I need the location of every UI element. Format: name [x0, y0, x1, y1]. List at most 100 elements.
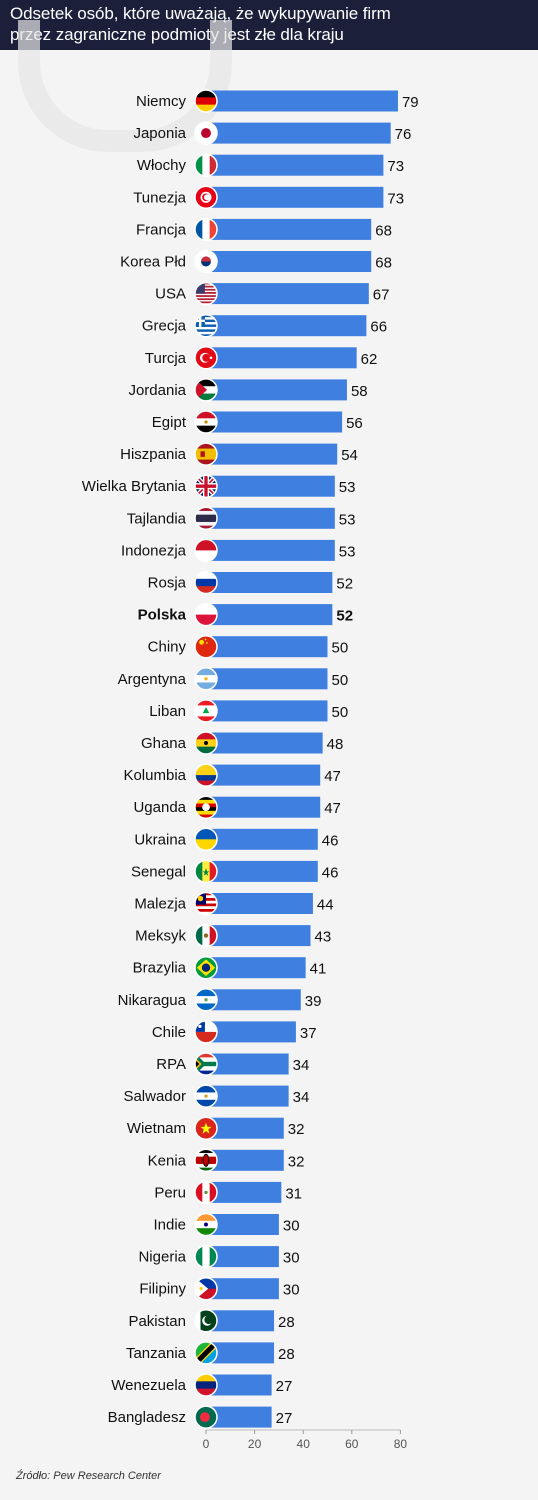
bar [206, 379, 347, 401]
bar [206, 122, 391, 144]
venezuela-flag-icon [195, 1374, 217, 1396]
flag-border [194, 1116, 218, 1140]
category-label: Indonezja [121, 542, 187, 559]
bar [206, 860, 318, 882]
egypt-flag-icon [195, 411, 217, 433]
bar [206, 443, 338, 465]
x-tick-label: 0 [203, 1437, 210, 1451]
value-label: 53 [339, 479, 356, 496]
category-label: Tajlandia [127, 510, 187, 527]
category-label: Wielka Brytania [82, 478, 187, 495]
russia-flag-icon [195, 571, 217, 594]
flag-border [194, 378, 218, 402]
bar [206, 539, 335, 561]
x-tick-label: 80 [394, 1437, 408, 1451]
flag-border [194, 442, 218, 466]
bar [206, 1053, 289, 1075]
jordan-flag-icon [195, 378, 217, 401]
value-label: 46 [322, 864, 339, 881]
flag-border [194, 1276, 218, 1301]
category-label: Meksyk [135, 928, 186, 945]
value-label: 50 [332, 704, 349, 721]
bar [206, 668, 328, 690]
value-label: 68 [375, 222, 392, 239]
value-label: 52 [336, 608, 353, 625]
category-label: Wietnam [127, 1120, 186, 1137]
value-label: 27 [276, 1410, 293, 1427]
flag-border [194, 923, 218, 948]
category-label: Egipt [152, 414, 187, 431]
bar [206, 347, 357, 369]
flag-border [194, 538, 218, 563]
value-label: 76 [395, 126, 412, 143]
flag-border [194, 121, 218, 145]
bar [206, 957, 306, 979]
brazil-flag-icon [195, 956, 217, 979]
bar [206, 1085, 289, 1107]
pakistan-flag-icon [195, 1309, 217, 1332]
bar [206, 411, 343, 433]
flag-border [194, 1244, 218, 1269]
category-label: Bangladesz [108, 1409, 186, 1426]
south-korea-flag-icon [195, 250, 217, 273]
bar [206, 475, 335, 497]
vietnam-flag-icon [195, 1117, 217, 1140]
source-note: Źródło: Pew Research Center [16, 1470, 161, 1482]
value-label: 47 [324, 768, 341, 785]
bar [206, 507, 335, 529]
germany-flag-icon [195, 90, 217, 112]
flag-border [194, 281, 218, 306]
value-label: 34 [293, 1089, 310, 1106]
bar [206, 1310, 275, 1332]
south-africa-flag-icon [195, 1053, 217, 1075]
value-label: 52 [336, 576, 353, 593]
category-label: Chiny [148, 639, 187, 656]
kenya-flag-icon [195, 1149, 217, 1172]
flag-border [194, 955, 218, 980]
category-label: Kolumbia [123, 767, 186, 784]
category-label: Brazylia [133, 960, 187, 977]
value-label: 28 [278, 1314, 295, 1331]
category-label: Jordania [128, 382, 186, 399]
flag-border [194, 731, 218, 755]
flag-border [194, 1212, 218, 1237]
value-label: 73 [387, 158, 404, 175]
bar [206, 251, 372, 272]
category-label: Malezja [134, 896, 186, 913]
x-tick-label: 60 [345, 1437, 359, 1451]
flag-border [194, 1405, 218, 1429]
bar [206, 796, 321, 818]
flag-border [194, 827, 218, 852]
turkey-flag-icon [195, 346, 217, 369]
france-flag-icon [195, 218, 217, 241]
category-label: Nikaragua [118, 992, 187, 1009]
value-label: 30 [283, 1282, 300, 1299]
category-label: Japonia [133, 125, 186, 142]
category-label: Indie [153, 1217, 186, 1234]
bar [206, 283, 369, 305]
senegal-flag-icon [195, 860, 217, 883]
category-label: Pakistan [128, 1313, 186, 1330]
flag-border [194, 795, 218, 819]
flag-border [194, 249, 218, 274]
value-label: 68 [375, 255, 392, 272]
value-label: 34 [293, 1057, 310, 1074]
value-label: 50 [332, 640, 349, 657]
flag-border [194, 1052, 218, 1076]
bar [206, 764, 321, 786]
bar [206, 315, 367, 337]
flag-border [194, 1148, 218, 1173]
value-label: 66 [370, 319, 387, 336]
bar [206, 186, 384, 208]
flag-border [194, 699, 218, 723]
bar [206, 604, 333, 626]
flag-border [194, 859, 218, 884]
value-label: 27 [276, 1378, 293, 1395]
value-label: 53 [339, 543, 356, 560]
usa-flag-icon [195, 282, 217, 305]
ghana-flag-icon [195, 732, 217, 754]
ukraine-flag-icon [195, 828, 217, 851]
category-label: Niemcy [136, 93, 187, 110]
philippines-flag-icon [195, 1277, 217, 1300]
flag-border [194, 988, 218, 1012]
